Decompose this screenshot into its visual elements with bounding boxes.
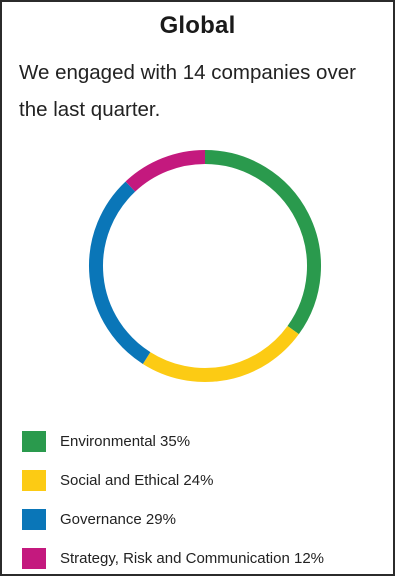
- legend-swatch: [22, 509, 46, 530]
- donut-slice-governance: [89, 181, 151, 364]
- legend-item: Environmental 35%: [22, 422, 324, 461]
- legend-item: Social and Ethical 24%: [22, 461, 324, 500]
- legend-swatch: [22, 431, 46, 452]
- legend-swatch: [22, 470, 46, 491]
- legend-label: Social and Ethical 24%: [60, 472, 214, 489]
- legend-item: Strategy, Risk and Communication 12%: [22, 539, 324, 578]
- chart-legend: Environmental 35% Social and Ethical 24% G…: [22, 422, 324, 578]
- card-subtitle: We engaged with 14 companies over the la…: [19, 61, 356, 121]
- legend-label: Strategy, Risk and Communication 12%: [60, 550, 325, 567]
- legend-swatch: [22, 548, 46, 569]
- card-title: Global: [159, 12, 236, 39]
- legend-item: Governance 29%: [22, 500, 324, 539]
- donut-slice-environmental: [204, 150, 321, 335]
- donut-chart: [89, 150, 321, 382]
- legend-label: Environmental 35%: [60, 433, 191, 450]
- donut-slice-social-and-ethical: [142, 325, 299, 382]
- legend-label: Governance 29%: [60, 511, 176, 528]
- donut-slice-strategy-risk-and-communication: [125, 150, 206, 192]
